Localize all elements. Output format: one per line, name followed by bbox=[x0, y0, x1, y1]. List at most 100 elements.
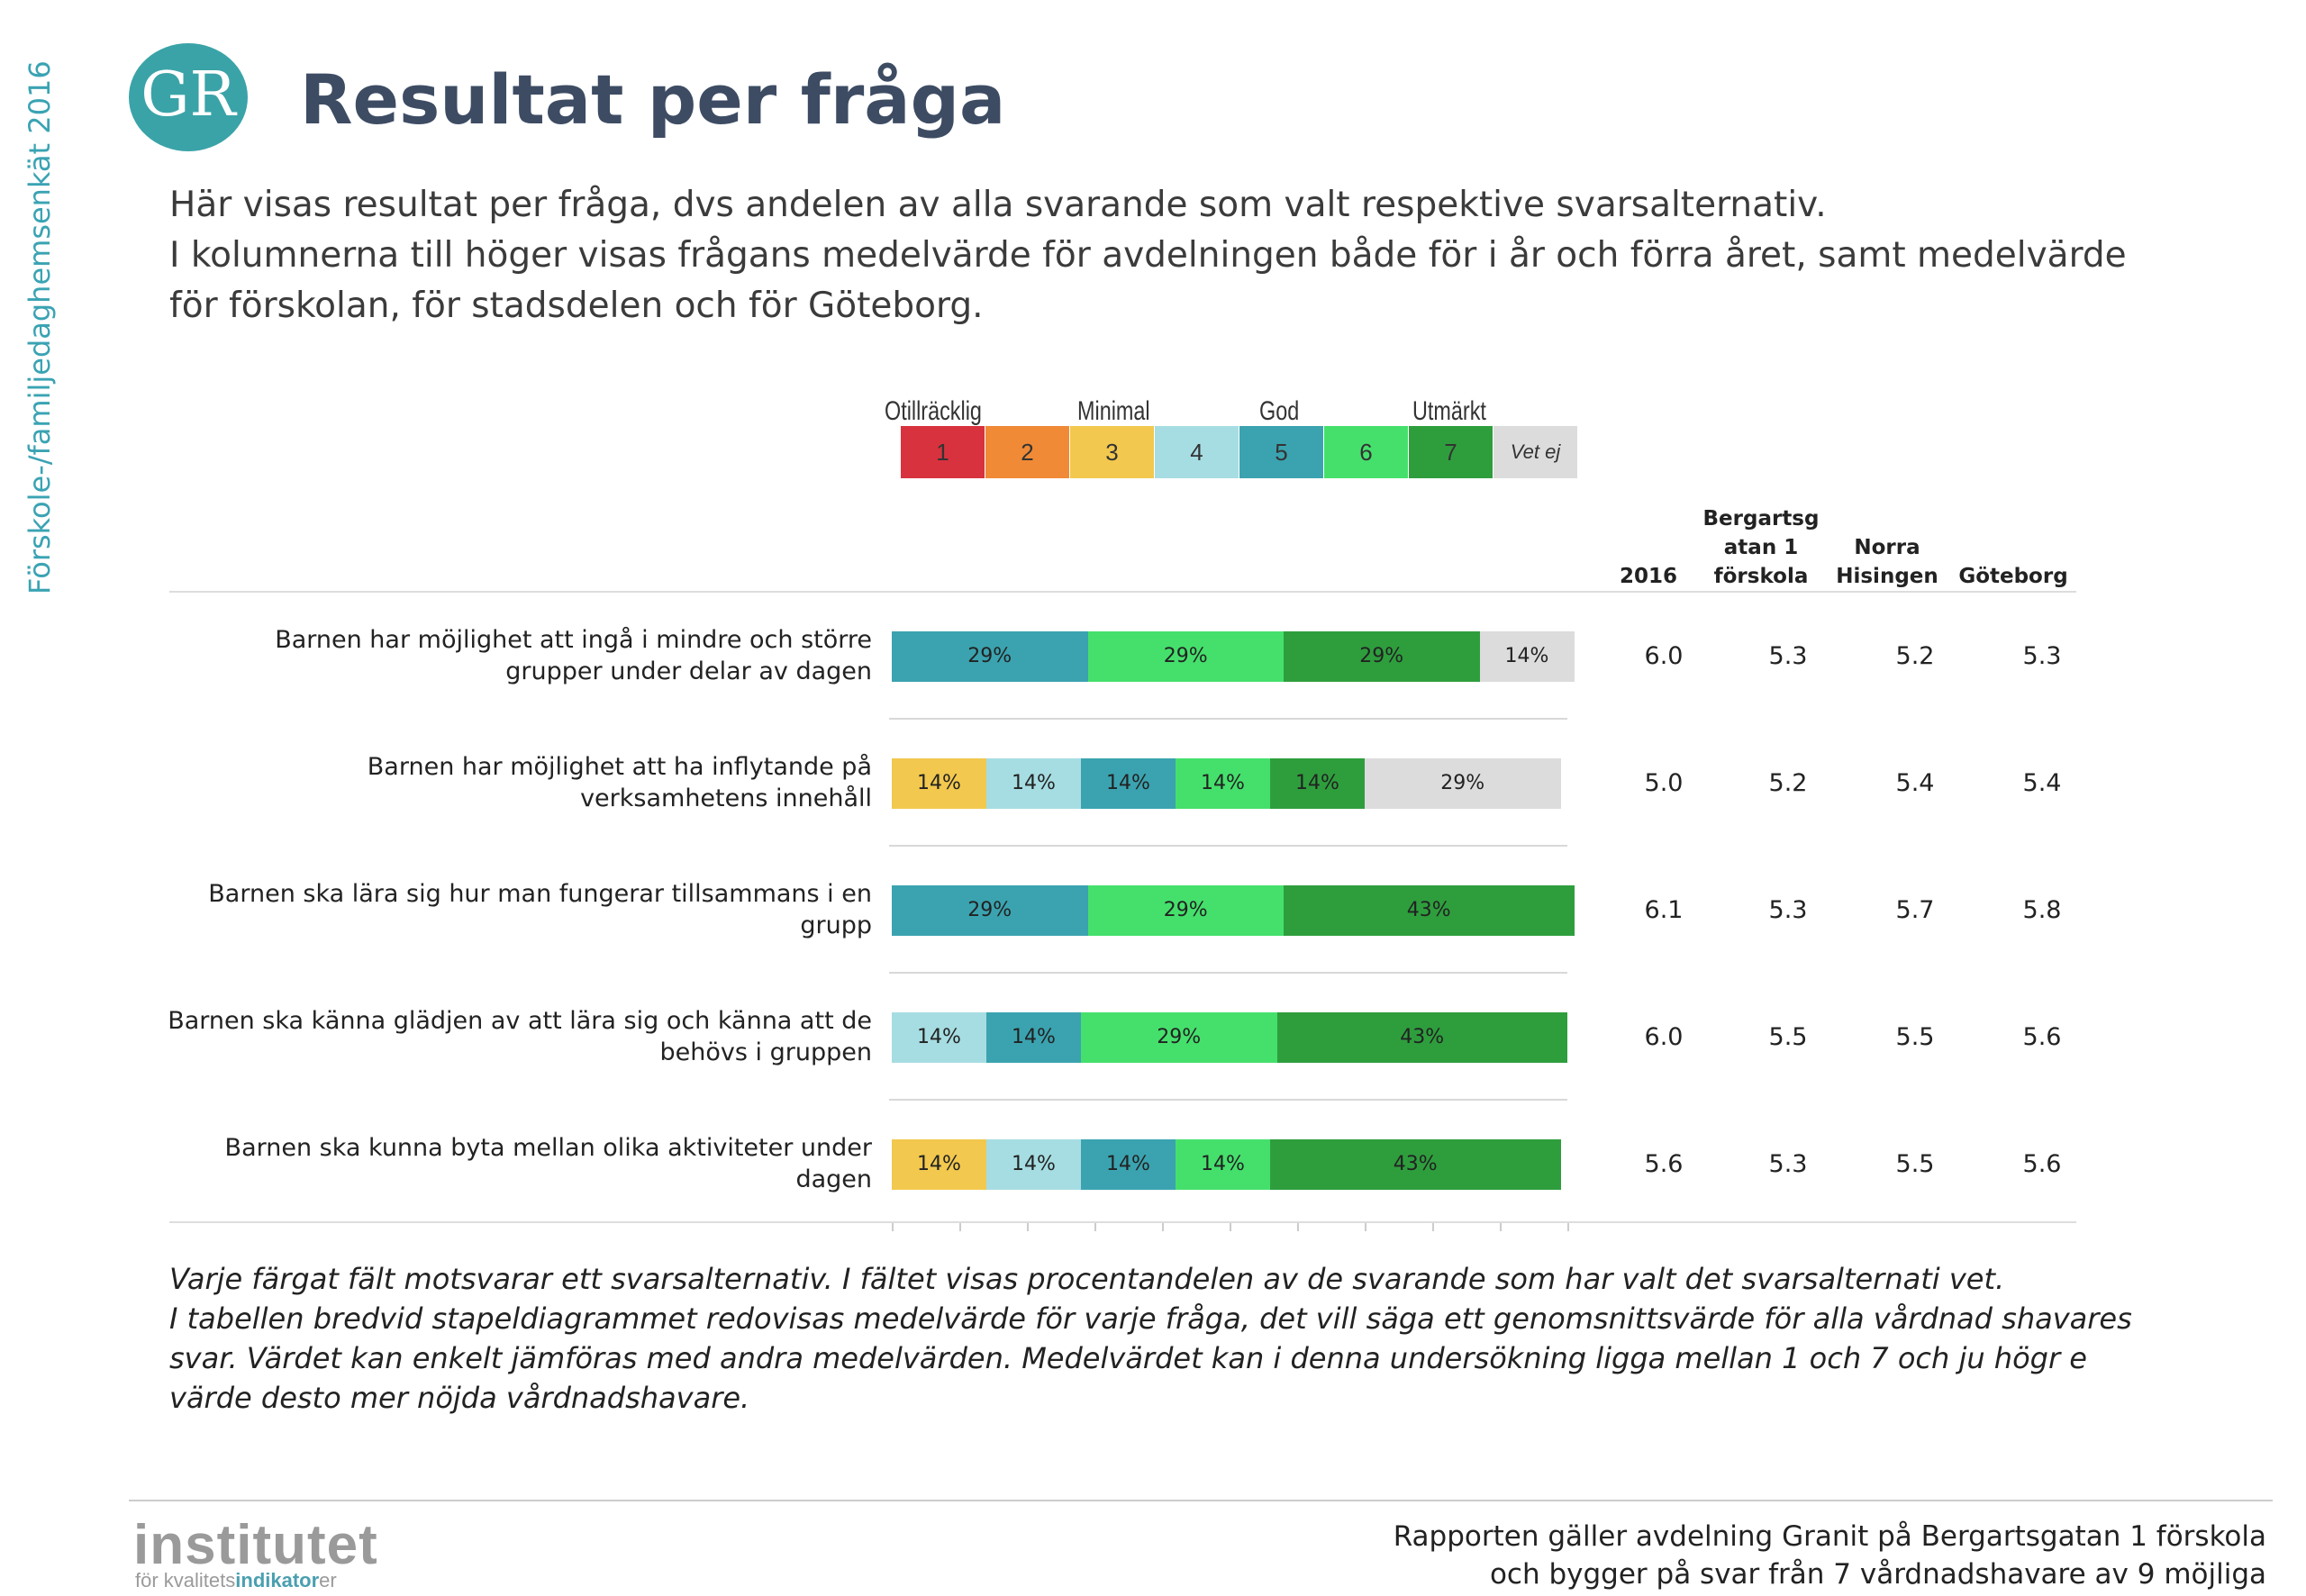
col-head-line: förskola bbox=[1713, 565, 1809, 588]
mean-value: 5.0 bbox=[1644, 769, 1684, 797]
axis-tick bbox=[1567, 1223, 1569, 1231]
axis-tick bbox=[1432, 1223, 1434, 1231]
scale-box-1: 1 bbox=[901, 426, 985, 478]
axis-tick bbox=[1500, 1223, 1502, 1231]
bar-segment-6: 14% bbox=[1176, 758, 1270, 809]
mean-value: 5.4 bbox=[2022, 769, 2062, 797]
scale-label-minimal: Minimal bbox=[1077, 396, 1150, 426]
footnote-line: I tabellen bredvid stapeldiagrammet redo… bbox=[169, 1301, 2132, 1336]
bottom-rule bbox=[169, 1221, 2076, 1223]
mean-value: 5.2 bbox=[1895, 642, 1935, 670]
col-head-line: 2016 bbox=[1619, 565, 1677, 588]
scale-label-utmarkt: Utmärkt bbox=[1412, 396, 1486, 426]
bar-segment-7: 29% bbox=[1284, 631, 1480, 682]
axis-tick bbox=[1230, 1223, 1231, 1231]
bar-segment-4: 14% bbox=[986, 1139, 1081, 1190]
bar-segment-4: 14% bbox=[892, 1012, 986, 1063]
scale-box-2: 2 bbox=[985, 426, 1069, 478]
footnote: Varje färgat fält motsvarar ett svarsalt… bbox=[169, 1259, 2132, 1418]
question-label-line: Barnen ska lära sig hur man fungerar til… bbox=[208, 880, 872, 908]
col-head-line: Bergartsg bbox=[1702, 507, 1820, 530]
header-rule bbox=[169, 591, 2076, 593]
scale-box-8: Vet ej bbox=[1493, 426, 1577, 478]
row-separator bbox=[889, 718, 1567, 720]
bar-segment-4: 14% bbox=[986, 758, 1081, 809]
axis-tick bbox=[959, 1223, 961, 1231]
institute-logo-name: institutet bbox=[133, 1514, 378, 1576]
col-head-line: Göteborg bbox=[1958, 565, 2068, 588]
mean-value: 5.3 bbox=[1768, 896, 1808, 924]
intro-line: I kolumnerna till höger visas frågans me… bbox=[169, 235, 2127, 276]
col-head-forskola: Bergartsg atan 1 förskola bbox=[1702, 504, 1820, 591]
bar-segment-6: 29% bbox=[1087, 885, 1284, 936]
question-label-line: behövs i gruppen bbox=[659, 1038, 872, 1066]
question-label-line: verksamhetens innehåll bbox=[580, 784, 872, 812]
mean-value: 5.6 bbox=[1644, 1150, 1684, 1178]
bar-segment-3: 14% bbox=[892, 1139, 986, 1190]
scale-box-5: 5 bbox=[1239, 426, 1323, 478]
tagline-suffix: er bbox=[319, 1569, 337, 1591]
scale-box-7: 7 bbox=[1409, 426, 1493, 478]
axis-tick bbox=[892, 1223, 894, 1231]
question-label-line: grupp bbox=[800, 911, 872, 939]
bar-segment-5: 14% bbox=[1081, 758, 1176, 809]
footnote-line: Varje färgat fält motsvarar ett svarsalt… bbox=[169, 1262, 2005, 1296]
question-label-line: Barnen ska känna glädjen av att lära sig… bbox=[168, 1007, 872, 1035]
bar-segment-3: 14% bbox=[892, 758, 986, 809]
col-head-stadsdel: Norra Hisingen bbox=[1829, 533, 1946, 591]
bar-segment-5: 14% bbox=[1081, 1139, 1176, 1190]
bar-segment-vet-ej: 14% bbox=[1479, 631, 1575, 682]
col-head-line: Hisingen bbox=[1836, 565, 1938, 588]
bar-segment-7: 43% bbox=[1276, 1012, 1567, 1063]
mean-value: 5.7 bbox=[1895, 896, 1935, 924]
mean-value: 5.5 bbox=[1895, 1023, 1935, 1051]
bar-segment-5: 14% bbox=[986, 1012, 1081, 1063]
intro-line: för förskolan, för stadsdelen och för Gö… bbox=[169, 286, 984, 326]
row-separator bbox=[889, 972, 1567, 974]
footer-rule bbox=[129, 1500, 2273, 1501]
scale-label-god: God bbox=[1259, 396, 1300, 426]
page-title: Resultat per fråga bbox=[300, 59, 1006, 140]
row-separator bbox=[889, 845, 1567, 847]
institute-logo-tagline: för kvalitetsindikatorer bbox=[135, 1569, 337, 1592]
axis-tick bbox=[1365, 1223, 1366, 1231]
report-line: och bygger på svar från 7 vårdnadshavare… bbox=[1489, 1558, 2266, 1591]
bar-segment-6: 14% bbox=[1176, 1139, 1270, 1190]
report-line: Rapporten gäller avdelning Granit på Ber… bbox=[1393, 1520, 2266, 1553]
mean-value: 5.3 bbox=[1768, 642, 1808, 670]
question-label-line: Barnen har möjlighet att ingå i mindre o… bbox=[275, 626, 872, 654]
bar-segment-vet-ej: 29% bbox=[1365, 758, 1561, 809]
axis-tick bbox=[1027, 1223, 1029, 1231]
col-head-2016: 2016 bbox=[1603, 562, 1693, 591]
mean-value: 5.6 bbox=[2022, 1023, 2062, 1051]
question-label: Barnen ska kunna byta mellan olika aktiv… bbox=[90, 1132, 872, 1195]
tagline-prefix: för kvalitets bbox=[135, 1569, 236, 1591]
mean-value: 6.0 bbox=[1644, 1023, 1684, 1051]
bar-segment-7: 14% bbox=[1270, 758, 1365, 809]
bar-segment-6: 29% bbox=[1081, 1012, 1277, 1063]
mean-value: 5.5 bbox=[1768, 1023, 1808, 1051]
question-label-line: Barnen har möjlighet att ha inflytande p… bbox=[367, 753, 872, 781]
scale-box-4: 4 bbox=[1155, 426, 1239, 478]
intro-text: Här visas resultat per fråga, dvs andele… bbox=[169, 180, 2127, 331]
bar-segment-6: 29% bbox=[1087, 631, 1284, 682]
col-head-goteborg: Göteborg bbox=[1950, 562, 2076, 591]
col-head-line: Norra bbox=[1854, 536, 1920, 559]
footnote-line: värde desto mer nöjda vårdnadshavare. bbox=[169, 1381, 750, 1415]
footnote-line: svar. Värdet kan enkelt jämföras med and… bbox=[169, 1341, 2087, 1375]
mean-value: 5.2 bbox=[1768, 769, 1808, 797]
scale-box-3: 3 bbox=[1070, 426, 1154, 478]
mean-value: 5.3 bbox=[2022, 642, 2062, 670]
survey-side-label: Förskole-/familjedaghemsenkät 2016 bbox=[23, 60, 57, 594]
mean-value: 5.8 bbox=[2022, 896, 2062, 924]
tagline-highlight: indikator bbox=[235, 1569, 320, 1591]
gr-logo-text: GR bbox=[141, 59, 236, 131]
gr-logo bbox=[129, 43, 248, 151]
report-info: Rapporten gäller avdelning Granit på Ber… bbox=[1394, 1518, 2266, 1593]
bar-segment-7: 43% bbox=[1284, 885, 1575, 936]
row-separator bbox=[889, 1099, 1567, 1101]
mean-value: 5.3 bbox=[1768, 1150, 1808, 1178]
axis-tick bbox=[1162, 1223, 1164, 1231]
bar-segment-5: 29% bbox=[892, 631, 1088, 682]
mean-value: 5.4 bbox=[1895, 769, 1935, 797]
